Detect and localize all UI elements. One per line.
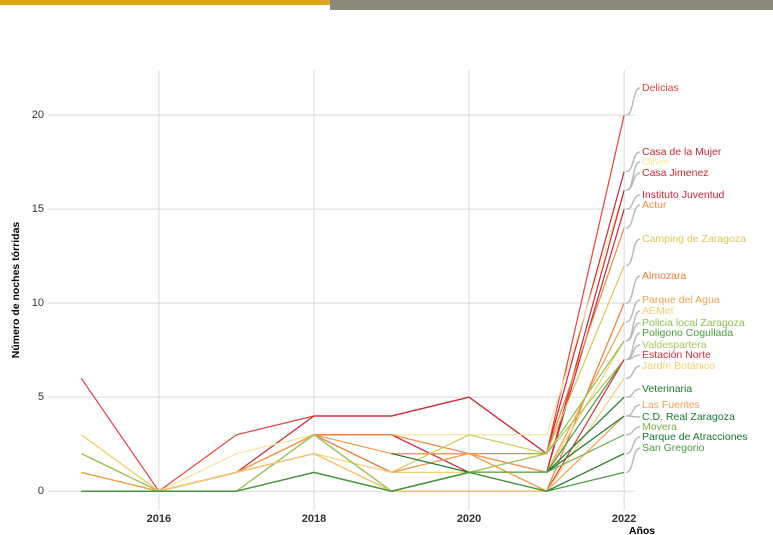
legend-label: Camping de Zaragoza — [642, 233, 746, 245]
y-tick-label: 20 — [32, 109, 44, 121]
x-tick-label: 2020 — [457, 513, 481, 525]
series-line — [81, 471, 625, 492]
legend-label: Las Fuentes — [642, 399, 700, 411]
legend-label: Casa de la Mujer — [642, 146, 722, 158]
leader-line — [625, 299, 641, 323]
legend-label: C.D. Real Zaragoza — [642, 411, 735, 423]
leader-line — [625, 275, 641, 304]
leader-line — [626, 365, 641, 380]
leader-line — [626, 354, 641, 361]
leader-line — [625, 172, 641, 192]
legend-label: Parque del Agua — [642, 294, 720, 306]
y-tick-label: 0 — [38, 485, 44, 497]
legend-label: Delicias — [642, 82, 679, 94]
leader-line — [625, 204, 641, 229]
banner-photo — [330, 0, 773, 10]
y-tick-label: 15 — [32, 203, 44, 215]
x-tick-label: 2016 — [147, 513, 171, 525]
legend-label: Actur — [642, 199, 667, 211]
legend-label: Almozara — [642, 270, 687, 282]
legend-label: Movera — [642, 421, 677, 433]
y-tick-label: 5 — [38, 391, 44, 403]
leader-line — [625, 322, 641, 342]
y-axis-title: Número de noches tórridas — [10, 222, 22, 359]
series-line — [80, 378, 625, 492]
legend-label: Instituto Juventud — [642, 189, 724, 201]
leader-line — [625, 238, 641, 267]
legend-label: Parque de Atracciones — [642, 431, 748, 443]
legend-label: Valdespartera — [642, 339, 707, 351]
leader-line — [626, 415, 641, 418]
plot-area — [48, 70, 635, 510]
leader-line — [625, 87, 641, 116]
leader-line — [625, 151, 641, 173]
x-tick-label: 2018 — [302, 513, 326, 525]
legend-label: San Gregorio — [642, 442, 705, 454]
leader-line — [625, 436, 641, 455]
leader-line — [625, 194, 641, 210]
legend-label: Policia local Zaragoza — [642, 317, 745, 329]
y-tick-label: 10 — [32, 297, 44, 309]
leader-line — [626, 388, 641, 398]
leader-line — [625, 447, 641, 474]
x-axis-title: Años — [629, 525, 655, 535]
banner — [0, 0, 330, 5]
legend-label: Jardín Botánico — [642, 360, 715, 372]
legend-label: Casa Jimenez — [642, 167, 709, 179]
leader-line — [626, 426, 641, 436]
x-tick-label: 2022 — [612, 513, 636, 525]
legend-label: Veterinaria — [642, 383, 692, 395]
legend-label: AEMet — [642, 305, 674, 317]
legend-label: Oliver — [642, 156, 670, 168]
legend-label: Estación Norte — [642, 349, 711, 361]
legend-label: Poligono Cogullada — [642, 327, 733, 339]
